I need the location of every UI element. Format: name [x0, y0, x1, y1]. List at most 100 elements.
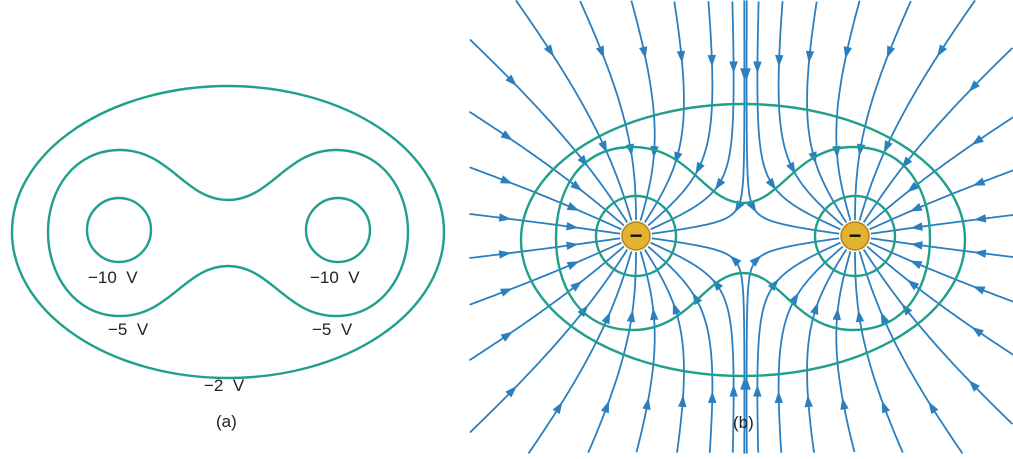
field-arrow-icon [840, 397, 849, 411]
charge-right-sign: − [849, 223, 862, 248]
field-arrow-icon [928, 401, 939, 415]
field-line [869, 241, 1013, 303]
equipotential-b-inner-left [594, 194, 678, 278]
field-line [469, 249, 629, 434]
field-arrow-icon [973, 249, 987, 258]
label-inner-right: −10 V [310, 268, 360, 287]
field-lines [468, 0, 1013, 455]
field-line [866, 245, 1013, 356]
field-line [756, 241, 841, 453]
field-arrow-icon [714, 177, 726, 190]
label-outer: −2 V [204, 376, 245, 395]
field-arrow-icon [600, 400, 610, 414]
equipotential-inner-left-minus-10v [85, 196, 153, 264]
field-arrow-icon [742, 377, 751, 390]
field-arrow-icon [729, 384, 738, 397]
field-arrow-icon [804, 394, 813, 408]
field-line [579, 0, 637, 220]
field-arrow-icon [910, 241, 923, 250]
field-line [647, 245, 714, 453]
field-line [854, 0, 912, 220]
field-arrow-icon [971, 134, 984, 146]
field-arrow-icon [910, 222, 923, 231]
field-arrow-icon [909, 260, 923, 270]
field-arrow-icon [729, 255, 742, 267]
field-arrow-icon [566, 241, 579, 250]
field-arrow-icon [968, 80, 981, 92]
field-line [468, 111, 625, 227]
field-arrow-icon [937, 44, 948, 57]
field-line [587, 252, 637, 453]
field-line [650, 241, 735, 453]
field-line [756, 1, 841, 231]
field-arrow-icon [552, 401, 563, 415]
field-arrow-icon [566, 222, 579, 231]
field-arrow-icon [749, 255, 762, 267]
field-line [630, 0, 656, 221]
panel-b: − − (b) [468, 0, 1013, 455]
field-arrow-icon [712, 279, 724, 292]
field-arrow-icon [505, 385, 517, 398]
field-line [777, 1, 844, 227]
charge-right-body [840, 221, 870, 251]
field-arrow-icon [625, 143, 635, 157]
field-arrow-icon [601, 311, 611, 325]
field-arrow-icon [543, 44, 554, 57]
field-arrow-icon [753, 384, 762, 397]
label-inner-left: −10 V [88, 268, 138, 287]
field-arrow-icon [880, 311, 890, 325]
field-arrow-icon [570, 280, 583, 292]
field-line [858, 251, 964, 455]
field-arrow-icon [775, 54, 784, 68]
field-arrow-icon [566, 261, 580, 270]
field-line [869, 169, 1013, 231]
field-line [777, 245, 844, 453]
field-arrow-icon [909, 202, 923, 212]
field-arrow-icon [500, 331, 513, 342]
field-arrow-icon [642, 397, 651, 411]
field-arrow-icon [650, 307, 659, 321]
field-arrow-icon [972, 177, 986, 186]
field-arrow-icon [832, 307, 841, 321]
field-line [862, 249, 1013, 425]
field-arrow-icon [598, 140, 608, 153]
field-line [745, 237, 840, 454]
field-line [854, 252, 904, 453]
field-line [835, 251, 856, 453]
field-arrow-icon [707, 54, 716, 68]
field-arrow-icon [676, 50, 686, 64]
field-line [647, 1, 714, 227]
field-line [643, 249, 685, 453]
field-arrow-icon [753, 61, 762, 74]
field-arrow-icon [786, 161, 796, 175]
field-arrow-icon [626, 309, 636, 323]
field-arrow-icon [810, 302, 819, 315]
field-arrow-icon [774, 390, 784, 404]
field-line [527, 251, 633, 455]
field-line [515, 0, 633, 221]
label-middle-left: −5 V [108, 320, 149, 339]
caption-a: (a) [216, 412, 237, 431]
field-arrow-icon [566, 202, 580, 211]
field-arrow-icon [886, 45, 896, 59]
field-line [806, 1, 848, 223]
field-arrow-icon [595, 45, 605, 59]
caption-b: (b) [733, 413, 754, 432]
charge-left: − [621, 221, 651, 251]
equipotential-b-inner-right [813, 194, 897, 278]
field-line [651, 237, 746, 454]
field-arrow-icon [695, 161, 705, 175]
equipotential-b-outer [519, 102, 967, 378]
charge-right: − [840, 221, 870, 251]
field-arrow-icon [843, 46, 852, 59]
field-arrow-icon [678, 394, 687, 408]
field-arrow-icon [499, 175, 513, 184]
field-arrow-icon [707, 390, 717, 404]
field-arrow-icon [639, 46, 648, 59]
panel-a: −10 V −10 V −5 V −5 V −2 V (a) [10, 84, 446, 431]
field-arrow-icon [972, 286, 986, 295]
field-arrow-icon [855, 309, 865, 323]
field-line [469, 237, 621, 259]
field-line [469, 166, 622, 231]
field-line [651, 0, 746, 235]
